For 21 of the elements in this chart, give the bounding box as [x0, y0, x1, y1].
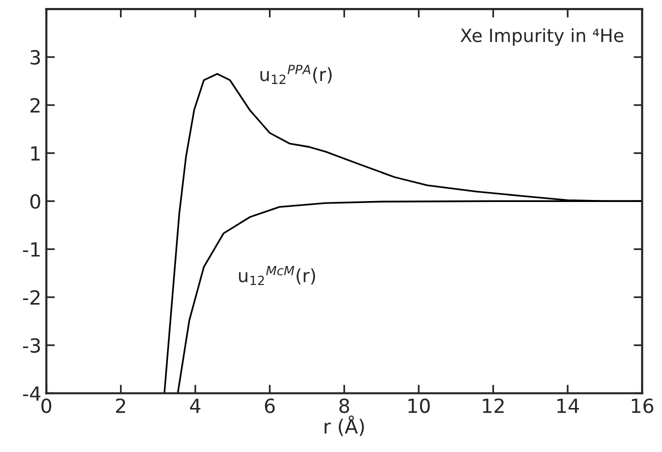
x-tick-label: 0 [41, 398, 52, 414]
x-tick-label: 12 [482, 398, 504, 413]
x-tick-label: 16 [632, 398, 654, 414]
annotation: Xe Impurity in ⁴He [460, 28, 624, 46]
x-tick-label: 8 [339, 398, 350, 414]
x-tick-label: 6 [264, 398, 275, 414]
x-tick-label: 4 [190, 398, 200, 413]
x-tick-label: 14 [557, 398, 579, 413]
x-tick-label: 2 [116, 398, 126, 413]
y-tick-label: -1 [23, 242, 40, 257]
y-tick-label: 2 [30, 98, 40, 112]
y-tick-label: -2 [23, 290, 40, 305]
y-tick-label: 3 [30, 50, 40, 65]
series-label: u$_{12}$$^{McM}$(r) [239, 266, 316, 286]
y-tick-label: 1 [31, 146, 40, 160]
x-tick-label: 10 [408, 398, 430, 414]
y-tick-label: 0 [30, 194, 40, 209]
series-label: u$_{12}$$^{PPA}$(r) [260, 64, 332, 84]
x-axis-title: r (Å) [324, 415, 364, 436]
y-tick-label: -3 [23, 338, 40, 353]
y-tick-label: -4 [23, 386, 40, 401]
